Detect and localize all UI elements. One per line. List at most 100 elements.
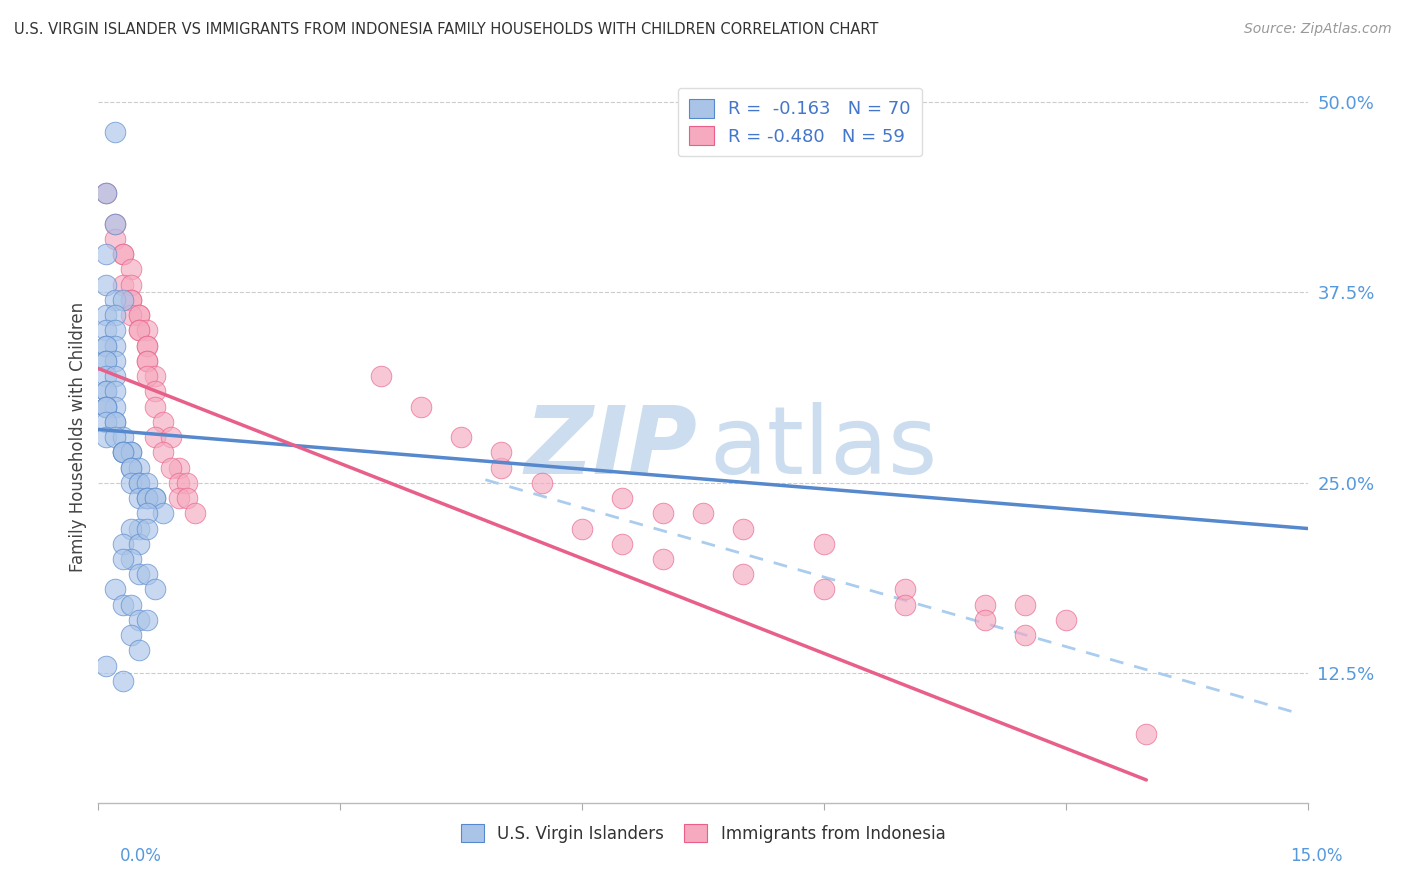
Point bbox=[96, 384, 118, 399]
Point bbox=[974, 598, 997, 612]
Point bbox=[152, 445, 174, 459]
Point bbox=[813, 537, 835, 551]
Point bbox=[813, 582, 835, 597]
Text: Source: ZipAtlas.com: Source: ZipAtlas.com bbox=[1244, 22, 1392, 37]
Point bbox=[120, 262, 142, 277]
Point bbox=[103, 217, 125, 231]
Point bbox=[96, 415, 118, 429]
Point bbox=[167, 460, 190, 475]
Text: U.S. VIRGIN ISLANDER VS IMMIGRANTS FROM INDONESIA FAMILY HOUSEHOLDS WITH CHILDRE: U.S. VIRGIN ISLANDER VS IMMIGRANTS FROM … bbox=[14, 22, 879, 37]
Point bbox=[651, 506, 673, 520]
Point bbox=[135, 475, 157, 490]
Point bbox=[612, 491, 634, 505]
Point bbox=[96, 186, 118, 201]
Point bbox=[111, 293, 134, 307]
Point bbox=[96, 354, 118, 368]
Point bbox=[370, 369, 392, 384]
Point bbox=[1135, 727, 1157, 741]
Point bbox=[143, 491, 166, 505]
Point bbox=[111, 277, 134, 292]
Point bbox=[651, 552, 673, 566]
Point bbox=[120, 460, 142, 475]
Point bbox=[103, 338, 125, 352]
Point bbox=[111, 247, 134, 261]
Point bbox=[103, 400, 125, 414]
Point bbox=[111, 537, 134, 551]
Point bbox=[143, 384, 166, 399]
Point bbox=[160, 430, 183, 444]
Point bbox=[128, 643, 150, 657]
Point bbox=[176, 491, 198, 505]
Point bbox=[103, 125, 125, 139]
Point bbox=[571, 521, 593, 535]
Point bbox=[160, 460, 183, 475]
Point bbox=[120, 628, 142, 642]
Point bbox=[143, 369, 166, 384]
Point bbox=[103, 293, 125, 307]
Point bbox=[103, 430, 125, 444]
Point bbox=[1054, 613, 1077, 627]
Point bbox=[128, 308, 150, 322]
Text: ZIP: ZIP bbox=[524, 402, 697, 494]
Point bbox=[135, 323, 157, 337]
Point bbox=[96, 323, 118, 337]
Point bbox=[103, 415, 125, 429]
Point bbox=[103, 308, 125, 322]
Point bbox=[120, 277, 142, 292]
Point bbox=[120, 552, 142, 566]
Point bbox=[1014, 598, 1036, 612]
Point bbox=[128, 521, 150, 535]
Point bbox=[96, 384, 118, 399]
Point bbox=[111, 552, 134, 566]
Point bbox=[167, 491, 190, 505]
Point bbox=[491, 445, 513, 459]
Point bbox=[96, 400, 118, 414]
Text: atlas: atlas bbox=[709, 402, 938, 494]
Point bbox=[733, 521, 755, 535]
Point bbox=[135, 369, 157, 384]
Point bbox=[111, 598, 134, 612]
Text: 0.0%: 0.0% bbox=[120, 847, 162, 865]
Point bbox=[135, 506, 157, 520]
Point bbox=[96, 338, 118, 352]
Legend: U.S. Virgin Islanders, Immigrants from Indonesia: U.S. Virgin Islanders, Immigrants from I… bbox=[454, 817, 952, 849]
Point bbox=[128, 475, 150, 490]
Point bbox=[143, 582, 166, 597]
Point bbox=[135, 613, 157, 627]
Point bbox=[111, 445, 134, 459]
Point bbox=[96, 354, 118, 368]
Point bbox=[96, 658, 118, 673]
Point bbox=[111, 673, 134, 688]
Point bbox=[96, 308, 118, 322]
Point bbox=[692, 506, 714, 520]
Point bbox=[450, 430, 472, 444]
Point bbox=[111, 430, 134, 444]
Point bbox=[96, 400, 118, 414]
Point bbox=[120, 460, 142, 475]
Point bbox=[152, 506, 174, 520]
Point bbox=[120, 293, 142, 307]
Text: 15.0%: 15.0% bbox=[1291, 847, 1343, 865]
Point bbox=[103, 217, 125, 231]
Point bbox=[111, 445, 134, 459]
Point bbox=[612, 537, 634, 551]
Point bbox=[128, 308, 150, 322]
Point bbox=[152, 415, 174, 429]
Point bbox=[135, 338, 157, 352]
Point bbox=[733, 567, 755, 582]
Y-axis label: Family Households with Children: Family Households with Children bbox=[69, 302, 87, 572]
Point bbox=[128, 460, 150, 475]
Point bbox=[111, 445, 134, 459]
Point bbox=[128, 537, 150, 551]
Point bbox=[184, 506, 207, 520]
Point bbox=[128, 567, 150, 582]
Point bbox=[143, 430, 166, 444]
Point bbox=[111, 247, 134, 261]
Point bbox=[120, 521, 142, 535]
Point bbox=[128, 475, 150, 490]
Point bbox=[974, 613, 997, 627]
Point bbox=[120, 475, 142, 490]
Point bbox=[96, 369, 118, 384]
Point bbox=[120, 445, 142, 459]
Point bbox=[530, 475, 553, 490]
